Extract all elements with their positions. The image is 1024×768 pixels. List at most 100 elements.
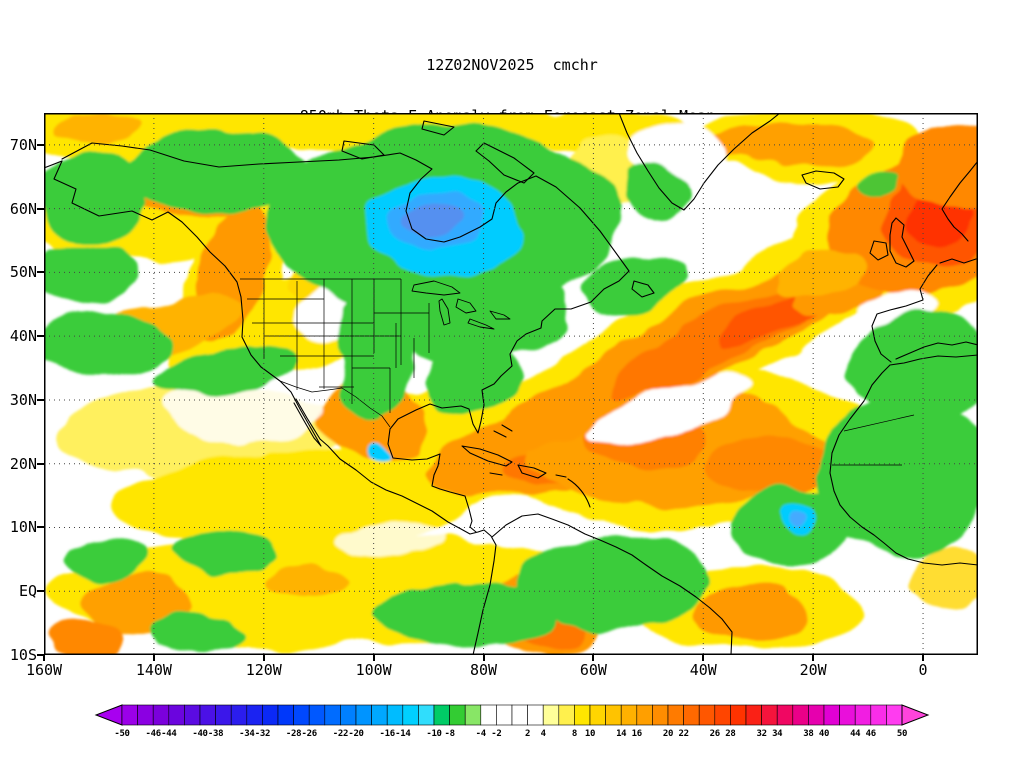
- coastline-ireland: [869, 240, 889, 261]
- y-axis-tick: [37, 398, 44, 401]
- colorbar-tick-label: 2: [525, 729, 531, 739]
- colorbar-segment: [605, 704, 622, 726]
- colorbar-segment: [480, 704, 497, 726]
- anomaly-map: [44, 113, 978, 655]
- colorbar-segment: [246, 704, 263, 726]
- colorbar-segment: [620, 704, 638, 726]
- coastline-ellesmere: [421, 120, 455, 136]
- x-axis-label: 80W: [469, 661, 498, 679]
- coastline-europe: [871, 258, 978, 363]
- anomaly-blob: [264, 566, 354, 596]
- colorbar-segment: [418, 704, 435, 726]
- coastline-arctic-east: [61, 142, 630, 533]
- colorbar-segment: [745, 704, 762, 726]
- anomaly-blob: [154, 345, 294, 397]
- y-axis-label: 20N: [9, 454, 37, 473]
- x-axis-tick: [372, 655, 375, 661]
- anomaly-blob: [44, 315, 174, 371]
- y-axis-tick: [37, 654, 44, 656]
- anomaly-blob: [334, 525, 444, 557]
- anomaly-blob: [407, 202, 459, 236]
- colorbar-segment: [574, 704, 591, 726]
- colorbar-tick-label: -20: [348, 729, 364, 739]
- colorbar-segment: [792, 704, 809, 726]
- political-borders: [240, 278, 915, 466]
- y-axis-label: 10N: [9, 518, 37, 537]
- anomaly-blob: [372, 578, 556, 648]
- colorbar-tick-label: 44: [850, 729, 861, 739]
- colorbar-segment: [293, 704, 310, 726]
- coastline-puerto-rico: [555, 474, 567, 478]
- coastline-iceland: [801, 170, 845, 190]
- colorbar-segment: [652, 704, 669, 726]
- y-axis-label: 60N: [9, 199, 37, 218]
- y-axis-tick: [37, 271, 44, 274]
- colorbar-segment: [667, 704, 684, 726]
- colorbar-tick-label: -46: [145, 729, 162, 739]
- colorbar-segment: [152, 704, 170, 726]
- colorbar-tick-label: 32: [756, 729, 767, 739]
- colorbar-segment: [277, 704, 294, 726]
- x-axis-label: 60W: [579, 661, 607, 679]
- x-axis-tick: [482, 655, 485, 661]
- colorbar-segment: [589, 704, 606, 726]
- coastlines: [44, 113, 978, 655]
- anomaly-blob: [618, 159, 690, 219]
- colorbar-segment: [542, 704, 560, 726]
- x-axis-tick: [152, 655, 155, 661]
- colorbar-tick-label: -26: [301, 729, 318, 739]
- coastline-africa: [829, 354, 978, 566]
- y-axis-label: 50N: [9, 263, 37, 282]
- graticule: [44, 113, 978, 655]
- anomaly-blob: [426, 333, 522, 417]
- colorbar-tick-label: 4: [540, 729, 546, 739]
- anomaly-blob: [524, 531, 708, 631]
- colorbar-tick-label: -50: [114, 729, 130, 739]
- coastline-lesser-antilles: [567, 478, 591, 508]
- coastline-britain: [889, 217, 915, 268]
- y-axis-label: 30N: [9, 390, 37, 409]
- colorbar-tick-label: 10: [584, 729, 596, 739]
- colorbar-tick-label: -14: [395, 729, 411, 739]
- colorbar-segment: [386, 704, 404, 726]
- x-axis-tick: [922, 655, 925, 661]
- colorbar-segment: [683, 704, 700, 726]
- anomaly-blob: [46, 623, 126, 655]
- y-axis-tick: [37, 335, 44, 338]
- colorbar-segment: [808, 704, 825, 726]
- anomaly-blob: [54, 115, 144, 139]
- colorbar-tick-label: -38: [207, 729, 224, 739]
- x-axis-tick: [592, 655, 595, 661]
- x-axis-label: 0: [918, 661, 928, 679]
- colorbar-tick-label: -8: [444, 729, 455, 739]
- colorbar-tick-label: 26: [709, 729, 721, 739]
- colorbar-tick-label: 20: [662, 729, 674, 739]
- colorbar-segment: [730, 704, 747, 726]
- coastline-baffin: [475, 142, 535, 184]
- x-axis-label: 20W: [799, 661, 827, 679]
- colorbar-tick-label: 40: [818, 729, 830, 739]
- x-axis-tick: [812, 655, 815, 661]
- y-axis-tick: [37, 526, 44, 529]
- colorbar-segment: [137, 704, 154, 726]
- coastline-newfoundland: [631, 280, 655, 298]
- colorbar-tick-label: -2: [491, 729, 502, 739]
- colorbar-segment: [496, 704, 513, 726]
- colorbar-segment: [636, 704, 653, 726]
- colorbar-segment: [168, 704, 185, 726]
- colorbar-segment: [761, 704, 778, 726]
- anomaly-blob: [816, 393, 978, 553]
- colorbar-segment: [854, 704, 872, 726]
- coastline-hispaniola: [517, 464, 547, 479]
- coastline-norway: [941, 160, 978, 242]
- colorbar-segment: [449, 704, 466, 726]
- coastline-jamaica: [489, 472, 503, 476]
- colorbar-tick-label: 8: [571, 729, 577, 739]
- colorbar-segment: [184, 704, 201, 726]
- y-axis-label: EQ: [18, 582, 37, 601]
- colorbar-segment: [230, 704, 248, 726]
- colorbar-segment: [433, 704, 450, 726]
- anomaly-blob: [44, 243, 136, 307]
- colorbar-segment: [527, 704, 544, 726]
